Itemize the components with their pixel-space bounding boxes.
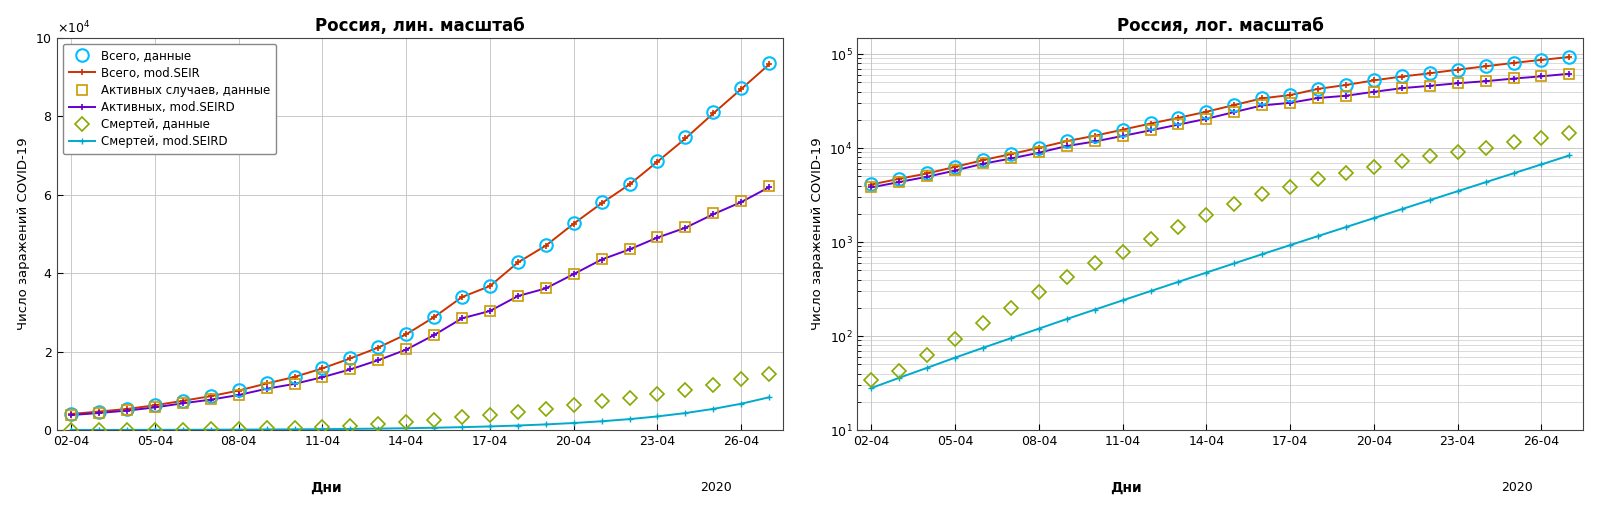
- Legend: Всего, данные, Всего, mod.SEIR, Активных случаев, данные, Активных, mod.SEIRD, С: Всего, данные, Всего, mod.SEIR, Активных…: [62, 44, 275, 154]
- Text: Дни: Дни: [310, 481, 341, 495]
- Text: 2020: 2020: [1501, 481, 1533, 494]
- Title: Россия, лог. масштаб: Россия, лог. масштаб: [1117, 17, 1323, 35]
- Y-axis label: Число заражений COVID-19: Число заражений COVID-19: [16, 138, 30, 330]
- Text: 2020: 2020: [701, 481, 733, 494]
- Title: Россия, лин. масштаб: Россия, лин. масштаб: [315, 17, 525, 35]
- Text: Дни: Дни: [1110, 481, 1142, 495]
- Y-axis label: Число заражений COVID-19: Число заражений COVID-19: [811, 138, 824, 330]
